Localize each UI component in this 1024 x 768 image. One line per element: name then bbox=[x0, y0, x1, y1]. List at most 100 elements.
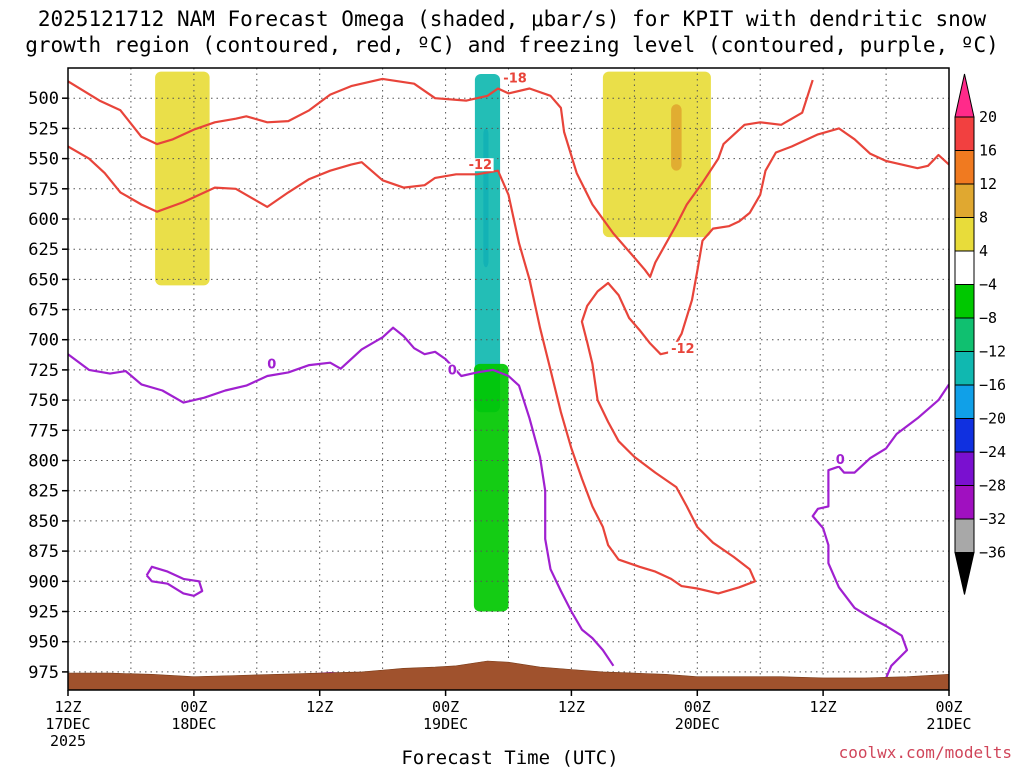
credit-text: coolwx.com/modelts bbox=[839, 743, 1012, 762]
chart-title-line-2: growth region (contoured, red, ºC) and f… bbox=[25, 33, 999, 57]
contour-label-bg bbox=[500, 71, 529, 85]
terrain bbox=[68, 660, 949, 690]
colorbar-block bbox=[954, 485, 975, 520]
freezing-level-main bbox=[68, 326, 615, 667]
y-tick-label: 725 bbox=[28, 361, 59, 381]
y-tick-label: 550 bbox=[28, 150, 59, 170]
plot-area: -18 -12 -12 0 0 0 500 525 550 575 600 625 650 675 700… bbox=[28, 67, 972, 750]
x-tick-label: 00Z bbox=[935, 698, 962, 716]
y-tick-label: 525 bbox=[28, 119, 59, 139]
y-tick-label: 825 bbox=[28, 482, 59, 502]
colorbar-block bbox=[954, 217, 975, 252]
y-tick-label: 575 bbox=[28, 180, 59, 200]
colorbar-tick-label: 8 bbox=[979, 209, 988, 227]
x-tick-label: 12Z bbox=[306, 698, 333, 716]
y-tick-label: 675 bbox=[28, 301, 59, 321]
colorbar-block bbox=[954, 116, 975, 151]
y-tick-label: 875 bbox=[28, 542, 59, 562]
freezing-contour-label: 0 bbox=[836, 453, 845, 468]
x-tick-label: 19DEC bbox=[423, 715, 468, 733]
y-tick-label: 750 bbox=[28, 391, 59, 411]
dgz-contour-label: -12 bbox=[671, 342, 695, 357]
contour-label-bg bbox=[265, 357, 277, 371]
y-tick-label: 925 bbox=[28, 603, 59, 623]
y-tick-label: 625 bbox=[28, 240, 59, 260]
colorbar-tick-label: −32 bbox=[979, 510, 1006, 528]
freezing-level-east bbox=[811, 383, 949, 679]
contour-label-bg bbox=[465, 158, 494, 172]
dgz-contour-label: -12 bbox=[469, 158, 493, 173]
y-tick-label: 700 bbox=[28, 331, 59, 351]
colorbar-tick-label: 16 bbox=[979, 142, 997, 160]
y-tick-label: 775 bbox=[28, 421, 59, 441]
colorbar-tick-label: 20 bbox=[979, 108, 997, 126]
colorbar-block bbox=[954, 150, 975, 185]
x-tick-label: 2025 bbox=[50, 732, 86, 750]
grid bbox=[68, 68, 949, 690]
x-tick-label: 12Z bbox=[810, 698, 837, 716]
x-tick-label: 12Z bbox=[558, 698, 585, 716]
y-tick-label: 850 bbox=[28, 512, 59, 532]
colorbar-tick-label: −20 bbox=[979, 410, 1006, 428]
colorbar-tick-label: −12 bbox=[979, 343, 1006, 361]
colorbar-block bbox=[954, 518, 975, 553]
chart-title: 2025121712 NAM Forecast Omega (shaded, μ… bbox=[25, 7, 999, 57]
colorbar-block bbox=[954, 351, 975, 386]
x-tick-label: 17DEC bbox=[45, 715, 90, 733]
y-tick-label: 975 bbox=[28, 663, 59, 683]
y-axis-ticks: 500 525 550 575 600 625 650 675 700 725 750 775 800 8… bbox=[28, 89, 68, 683]
terrain-layer bbox=[68, 660, 949, 690]
y-tick-label: 600 bbox=[28, 210, 59, 230]
x-tick-label: 12Z bbox=[54, 698, 81, 716]
contour-label-bg bbox=[668, 341, 697, 355]
colorbar-block bbox=[954, 250, 975, 285]
colorbar: 20 16 12 8 4 −4 −8 −12 −16 −20 −24 −28 −32 −36 bbox=[954, 73, 1006, 595]
contours: -18 -12 -12 0 0 0 bbox=[68, 71, 949, 679]
x-tick-label: 00Z bbox=[432, 698, 459, 716]
omega-subsidence-peak bbox=[671, 104, 682, 171]
x-tick-label: 18DEC bbox=[171, 715, 216, 733]
colorbar-block bbox=[954, 183, 975, 218]
colorbar-tick-label: −4 bbox=[979, 276, 997, 294]
freezing-contour-label: 0 bbox=[448, 364, 457, 379]
x-tick-label: 00Z bbox=[180, 698, 207, 716]
y-tick-label: 500 bbox=[28, 89, 59, 109]
colorbar-tick-label: 12 bbox=[979, 175, 997, 193]
x-tick-label: 00Z bbox=[684, 698, 711, 716]
colorbar-block bbox=[954, 317, 975, 352]
colorbar-bottom-arrow bbox=[954, 552, 975, 595]
dgz-lower-contour bbox=[68, 127, 949, 595]
colorbar-block bbox=[954, 418, 975, 453]
colorbar-tick-label: −28 bbox=[979, 477, 1006, 495]
dgz-contour-label: -18 bbox=[503, 71, 527, 86]
y-tick-label: 900 bbox=[28, 572, 59, 592]
colorbar-tick-label: −8 bbox=[979, 309, 997, 327]
omega-updraft-column bbox=[474, 74, 501, 413]
colorbar-tick-label: −24 bbox=[979, 443, 1006, 461]
omega-subsidence-east bbox=[602, 71, 711, 238]
colorbar-tick-label: −36 bbox=[979, 544, 1006, 562]
plot-frame bbox=[67, 67, 950, 691]
colorbar-block bbox=[954, 451, 975, 486]
omega-subsidence-west bbox=[155, 71, 210, 286]
dgz-upper-contour bbox=[68, 77, 814, 278]
contour-label-bg bbox=[445, 363, 457, 377]
freezing-contour-label: 0 bbox=[267, 358, 276, 373]
colorbar-top-arrow bbox=[954, 73, 975, 118]
omega-updraft-lower bbox=[473, 363, 509, 612]
y-tick-label: 950 bbox=[28, 633, 59, 653]
chart-title-line-1: 2025121712 NAM Forecast Omega (shaded, μ… bbox=[38, 7, 987, 31]
contour-label-bg bbox=[833, 452, 845, 466]
colorbar-tick-label: 4 bbox=[979, 242, 988, 260]
y-tick-label: 800 bbox=[28, 452, 59, 472]
x-tick-label: 20DEC bbox=[675, 715, 720, 733]
x-tick-label: 21DEC bbox=[926, 715, 971, 733]
colorbar-block bbox=[954, 284, 975, 319]
y-tick-label: 650 bbox=[28, 270, 59, 290]
colorbar-tick-label: −16 bbox=[979, 376, 1006, 394]
colorbar-block bbox=[954, 384, 975, 419]
x-axis-label: Forecast Time (UTC) bbox=[401, 747, 618, 768]
freezing-level-west-loop bbox=[145, 565, 204, 597]
